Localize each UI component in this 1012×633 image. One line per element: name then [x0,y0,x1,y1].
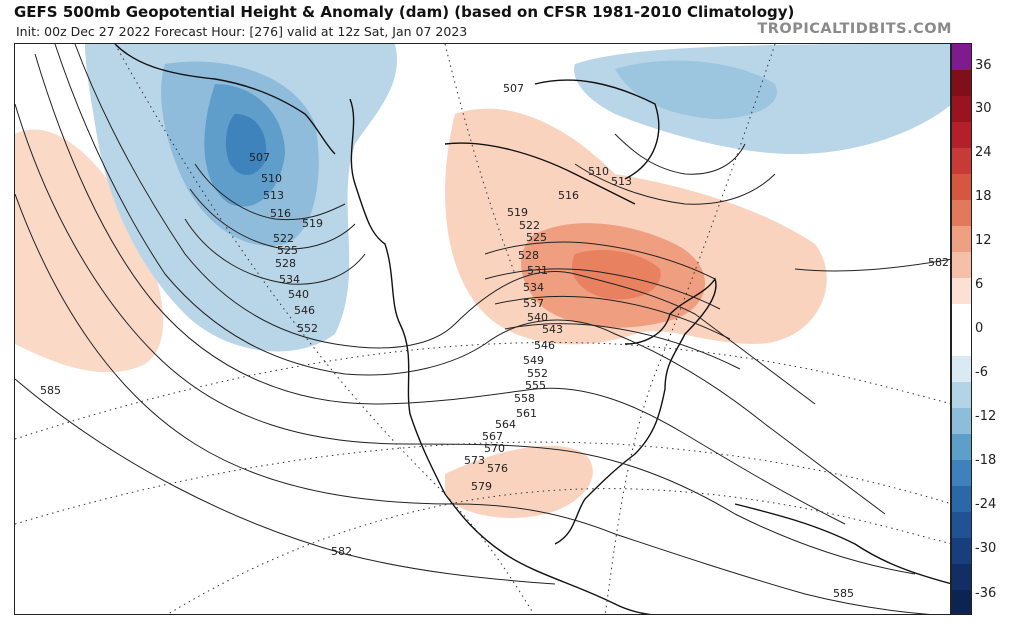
colorbar-tick-label: 36 [975,58,992,73]
coast-north-america-west [349,98,652,614]
negative-anomaly-shading [85,44,950,352]
contour-label: 537 [523,297,544,310]
contour-label: 534 [279,273,300,286]
contour-label: 531 [527,264,548,277]
colorbar [951,43,972,615]
contour-label: 519 [302,217,323,230]
contour-label: 576 [487,462,508,475]
chart-title: GEFS 500mb Geopotential Height & Anomaly… [14,3,795,21]
contour-label: 552 [527,367,548,380]
colorbar-segment [952,148,971,175]
contour-label: 519 [507,206,528,219]
contour-label: 534 [523,281,544,294]
graticule [15,44,950,614]
coast-arctic [444,142,636,205]
contour-label: 522 [519,219,540,232]
colorbar-segment [952,200,971,227]
contour-label: 513 [611,175,632,188]
contour-labels: 5075105135165195225255285345405465525855… [40,82,949,600]
contour-label: 555 [525,379,546,392]
colorbar-tick-label: -6 [975,365,988,380]
colorbar-segment [952,330,971,357]
contour-label: 510 [588,165,609,178]
colorbar-segment [952,590,971,614]
contour-label: 564 [495,418,516,431]
colorbar-segment [952,434,971,461]
contour-label: 585 [833,587,854,600]
colorbar-segment [952,356,971,383]
contour-label: 552 [297,322,318,335]
coast-caribbean [734,503,950,585]
contour-label: 525 [277,244,298,257]
colorbar-segment [952,70,971,97]
contour-label: 507 [503,82,524,95]
colorbar-segment [952,408,971,435]
contour-label: 549 [523,354,544,367]
contour-label: 573 [464,454,485,467]
colorbar-segment [952,460,971,487]
colorbar-tick-label: 6 [975,277,984,292]
contour-label: 567 [482,430,503,443]
contour-label: 546 [534,339,555,352]
colorbar-tick-label: -36 [975,586,997,601]
coast-alaska [114,44,336,155]
contour-label: 546 [294,304,315,317]
colorbar-tick-label: -24 [975,497,997,512]
contour-label: 528 [275,257,296,270]
colorbar-segment [952,44,971,71]
brand-watermark: TROPICALTIDBITS.COM [757,21,952,37]
coast-north-america-east [554,277,717,545]
colorbar-segment [952,96,971,123]
contour-label: 540 [288,288,309,301]
anomaly-warm-pacific [15,129,164,373]
coast-greenland [534,79,660,180]
positive-anomaly-shading [15,108,827,518]
colorbar-segment [952,538,971,565]
map-panel: 507 510 513 516 519 522 525 528 534 540 546 552 585 5… [14,43,951,615]
colorbar-tick-label: 24 [975,145,992,160]
colorbar-segment [952,486,971,513]
colorbar-tick-label: -12 [975,409,997,424]
contour-label: 561 [516,407,537,420]
contour-label: 513 [263,189,284,202]
anomaly-warm-texas [445,445,593,518]
contour-label: 579 [471,480,492,493]
contour-label: 585 [40,384,61,397]
colorbar-tick-label: 30 [975,101,992,116]
colorbar-segment [952,252,971,279]
anomaly-cold-gulf-core [225,114,267,176]
colorbar-tick-label: 12 [975,233,992,248]
contour-label: 516 [558,189,579,202]
colorbar-tick-label: 0 [975,321,984,336]
contour-label: 570 [484,442,505,455]
colorbar-segment [952,278,971,305]
colorbar-tick-label: 18 [975,189,992,204]
contour-label: 558 [514,392,535,405]
colorbar-segment [952,122,971,149]
map-canvas: 5075105135165195225255285345405465525855… [15,44,950,614]
contour-label: 516 [270,207,291,220]
contour-label: 528 [518,249,539,262]
colorbar-segment [952,226,971,253]
contour-label: 582 [331,545,352,558]
colorbar-segment [952,564,971,591]
colorbar-tick-label: -30 [975,541,997,556]
coastlines [114,44,950,614]
colorbar-segment [952,304,971,331]
colorbar-segment [952,382,971,409]
colorbar-tick-label: -18 [975,453,997,468]
contour-label: 543 [542,323,563,336]
contour-label: 510 [261,172,282,185]
chart-subtitle: Init: 00z Dec 27 2022 Forecast Hour: [27… [16,24,468,39]
contour-label: 525 [526,231,547,244]
contour-label: 507 [249,151,270,164]
colorbar-segment [952,512,971,539]
contour-label: 540 [527,311,548,324]
height-contours [15,44,950,614]
contour-label: 582 [928,256,949,269]
contour-label: 522 [273,232,294,245]
colorbar-segment [952,174,971,201]
